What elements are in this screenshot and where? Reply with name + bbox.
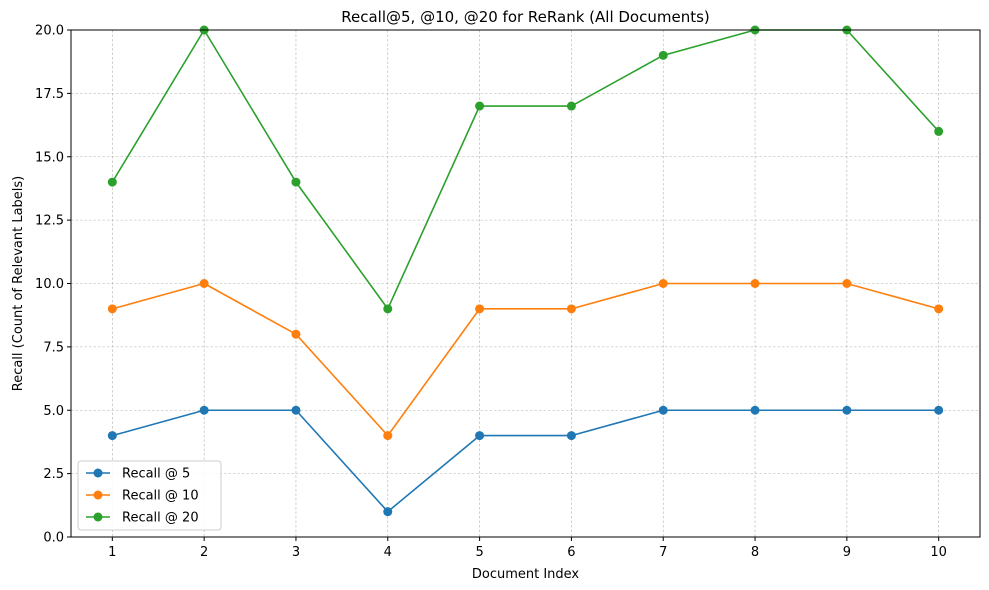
data-point: [842, 405, 852, 415]
legend-item: Recall @ 5: [86, 467, 190, 482]
data-point: [199, 279, 209, 288]
data-point: [658, 50, 668, 60]
data-point: [383, 431, 393, 441]
data-point: [475, 101, 485, 111]
series-line: [112, 282, 939, 437]
x-tick-label: 9: [843, 545, 851, 560]
data-point: [750, 279, 760, 288]
x-axis-ticks: 1 2 3 4 5 6 7 8 9 10: [108, 537, 947, 560]
legend-item: Recall @ 20: [86, 511, 199, 526]
x-tick-label: 10: [930, 545, 947, 560]
y-tick-label: 2.5: [43, 467, 64, 482]
x-axis-label: Document Index: [472, 567, 580, 582]
x-tick-label: 6: [567, 545, 575, 560]
x-tick-label: 5: [475, 545, 483, 560]
series-layer: [107, 25, 944, 517]
y-tick-label: 7.5: [43, 340, 64, 355]
data-point: [934, 405, 944, 415]
data-point: [934, 126, 944, 136]
y-tick-label: 17.5: [35, 87, 64, 102]
y-tick-label: 20.0: [35, 24, 64, 39]
legend-item: Recall @ 10: [86, 489, 199, 504]
y-axis-label: Recall (Count of Relevant Labels): [11, 176, 26, 392]
legend-marker: [93, 468, 103, 478]
data-point: [107, 431, 117, 441]
x-tick-label: 2: [200, 545, 208, 560]
y-tick-label: 0.0: [43, 531, 64, 546]
data-point: [566, 431, 576, 441]
data-point: [934, 304, 944, 314]
x-tick-label: 3: [292, 545, 300, 560]
data-point: [475, 304, 485, 314]
x-tick-label: 7: [659, 545, 667, 560]
legend: Recall @ 5 Recall @ 10 Recall @ 20: [77, 460, 222, 531]
data-point: [291, 177, 301, 187]
y-axis-ticks: 0.0 2.5 5.0 7.5 10.0 12.5 15.0 17.5 20.0: [35, 24, 71, 546]
legend-label: Recall @ 20: [122, 511, 199, 526]
series-1: [107, 405, 944, 517]
y-tick-label: 15.0: [35, 150, 64, 165]
data-point: [199, 405, 209, 415]
chart-title: Recall@5, @10, @20 for ReRank (All Docum…: [341, 8, 710, 26]
series-line: [111, 29, 940, 310]
legend-marker: [93, 512, 103, 522]
data-point: [842, 279, 852, 288]
series-line: [112, 409, 939, 513]
data-point: [750, 405, 760, 415]
y-tick-label: 5.0: [43, 404, 64, 419]
data-point: [383, 304, 393, 314]
y-tick-label: 12.5: [35, 214, 64, 229]
data-point: [475, 431, 485, 441]
y-tick-label: 10.0: [35, 277, 64, 292]
data-point: [658, 405, 668, 415]
data-point: [383, 507, 393, 517]
x-tick-label: 8: [751, 545, 759, 560]
data-point: [658, 279, 668, 288]
data-point: [107, 177, 117, 187]
series-3: [107, 25, 944, 314]
x-tick-label: 4: [384, 545, 392, 560]
x-tick-label: 1: [108, 545, 116, 560]
legend-label: Recall @ 10: [122, 489, 199, 504]
data-point: [291, 405, 301, 415]
series-2: [107, 279, 944, 441]
data-point: [566, 304, 576, 314]
legend-marker: [93, 490, 103, 500]
legend-box: [77, 460, 222, 531]
data-point: [291, 329, 301, 339]
legend-label: Recall @ 5: [122, 467, 190, 482]
data-point: [107, 304, 117, 314]
data-point: [566, 101, 576, 111]
